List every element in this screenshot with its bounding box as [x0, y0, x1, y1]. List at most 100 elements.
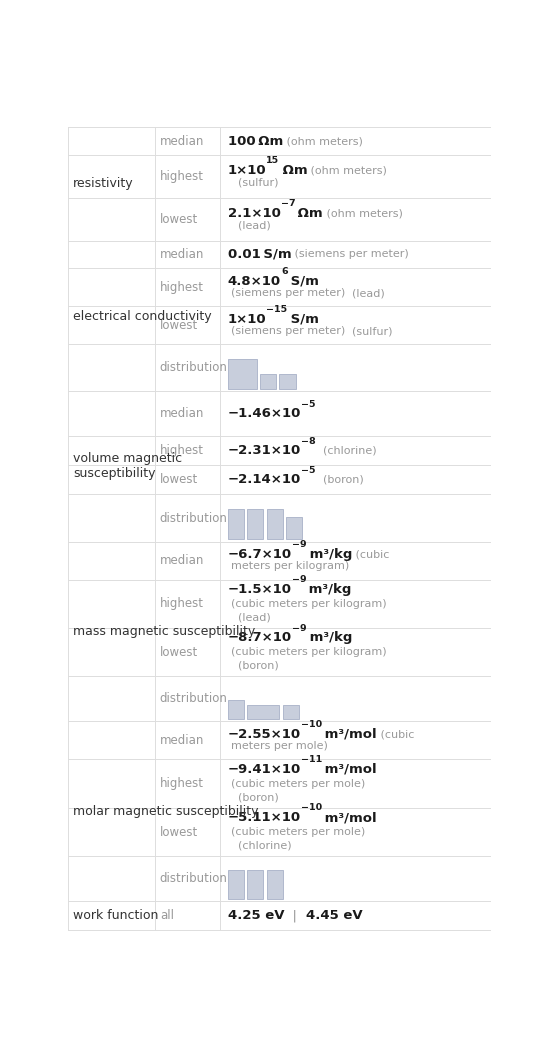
Text: meters per mole): meters per mole) [231, 741, 328, 752]
Text: −2.31×10: −2.31×10 [228, 444, 301, 458]
Text: median: median [160, 248, 204, 261]
Text: −5.11×10: −5.11×10 [228, 811, 301, 824]
Text: median: median [160, 134, 204, 148]
Bar [286, 517, 302, 539]
Bar [247, 870, 263, 898]
Text: m³/kg: m³/kg [306, 549, 352, 561]
Text: −9.41×10: −9.41×10 [228, 762, 301, 776]
Text: resistivity: resistivity [73, 177, 134, 191]
Text: (lead): (lead) [231, 220, 271, 230]
Text: 4.45 eV: 4.45 eV [306, 909, 362, 922]
Text: 6: 6 [281, 267, 288, 276]
Text: −1.46×10: −1.46×10 [228, 407, 301, 421]
Text: m³/mol: m³/mol [322, 728, 377, 741]
Text: molar magnetic susceptibility: molar magnetic susceptibility [73, 805, 259, 818]
Text: Ωm: Ωm [295, 206, 323, 220]
Text: median: median [160, 554, 204, 567]
Bar [267, 870, 283, 898]
Bar [228, 870, 244, 898]
Text: (ohm meters): (ohm meters) [323, 208, 403, 218]
Text: −10: −10 [301, 720, 322, 730]
Bar [283, 706, 299, 718]
Text: highest: highest [160, 444, 204, 458]
Text: meters per kilogram): meters per kilogram) [231, 561, 349, 572]
Text: median: median [160, 734, 204, 747]
Text: m³/kg: m³/kg [306, 631, 352, 644]
Text: 0.01 S/m: 0.01 S/m [228, 248, 292, 261]
Bar [247, 509, 263, 539]
Text: (ohm meters): (ohm meters) [307, 165, 387, 175]
Text: −9: −9 [292, 624, 306, 632]
Text: (lead): (lead) [231, 612, 271, 622]
Text: −9: −9 [292, 575, 306, 584]
Text: 4.8×10: 4.8×10 [228, 275, 281, 288]
Bar [247, 706, 280, 718]
Text: −8.7×10: −8.7×10 [228, 631, 292, 644]
Text: 2.1×10: 2.1×10 [228, 206, 281, 220]
Bar [280, 374, 295, 388]
Text: −2.14×10: −2.14×10 [228, 473, 301, 487]
Text: (boron): (boron) [231, 793, 279, 802]
Text: S/m: S/m [288, 313, 318, 326]
Bar [228, 358, 257, 388]
Text: (chlorine): (chlorine) [316, 446, 377, 455]
Text: (chlorine): (chlorine) [231, 841, 292, 850]
Text: lowest: lowest [160, 319, 198, 332]
Text: m³/mol: m³/mol [322, 762, 377, 776]
Text: distribution: distribution [160, 872, 228, 886]
Text: volume magnetic
susceptibility: volume magnetic susceptibility [73, 452, 183, 481]
Text: −10: −10 [301, 803, 322, 812]
Text: −9: −9 [292, 540, 306, 550]
Text: |: | [284, 909, 306, 922]
Text: (boron): (boron) [316, 475, 364, 485]
Text: (cubic: (cubic [352, 550, 389, 560]
Text: all: all [160, 909, 174, 922]
Bar [228, 699, 244, 718]
Text: highest: highest [160, 170, 204, 183]
Text: lowest: lowest [160, 213, 198, 226]
Text: −7: −7 [281, 199, 295, 208]
Text: (boron): (boron) [231, 661, 279, 671]
Text: 100 Ωm: 100 Ωm [228, 134, 283, 148]
Text: m³/mol: m³/mol [322, 811, 377, 824]
Text: highest: highest [160, 597, 204, 610]
Text: Ωm: Ωm [280, 164, 307, 177]
Text: −1.5×10: −1.5×10 [228, 583, 292, 596]
Text: (cubic meters per kilogram): (cubic meters per kilogram) [231, 647, 387, 658]
Text: distribution: distribution [160, 512, 228, 525]
Text: −5: −5 [301, 466, 316, 474]
Bar [228, 509, 244, 539]
Text: −15: −15 [267, 306, 288, 314]
Text: (cubic: (cubic [377, 730, 414, 739]
Text: −2.55×10: −2.55×10 [228, 728, 301, 741]
Text: −8: −8 [301, 437, 316, 446]
Text: m³/kg: m³/kg [306, 583, 352, 596]
Text: −6.7×10: −6.7×10 [228, 549, 292, 561]
Text: (sulfur): (sulfur) [346, 327, 393, 336]
Text: (siemens per meter): (siemens per meter) [231, 327, 346, 336]
Text: (siemens per meter): (siemens per meter) [292, 249, 409, 260]
Text: 15: 15 [267, 156, 280, 165]
Text: lowest: lowest [160, 473, 198, 487]
Text: (cubic meters per mole): (cubic meters per mole) [231, 827, 365, 837]
Text: (ohm meters): (ohm meters) [283, 136, 363, 146]
Text: highest: highest [160, 281, 204, 294]
Text: lowest: lowest [160, 646, 198, 659]
Text: −11: −11 [301, 755, 322, 764]
Text: mass magnetic susceptibility: mass magnetic susceptibility [73, 625, 256, 638]
Text: −5: −5 [301, 400, 316, 408]
Text: 1×10: 1×10 [228, 164, 267, 177]
Text: electrical conductivity: electrical conductivity [73, 310, 212, 322]
Text: (lead): (lead) [346, 288, 385, 298]
Text: (cubic meters per mole): (cubic meters per mole) [231, 779, 365, 788]
Text: 4.25 eV: 4.25 eV [228, 909, 284, 922]
Bar [260, 374, 276, 388]
Text: (siemens per meter): (siemens per meter) [231, 288, 346, 298]
Text: distribution: distribution [160, 361, 228, 375]
Text: 1×10: 1×10 [228, 313, 267, 326]
Text: median: median [160, 407, 204, 421]
Text: lowest: lowest [160, 826, 198, 839]
Text: distribution: distribution [160, 692, 228, 706]
Text: S/m: S/m [288, 275, 318, 288]
Text: (sulfur): (sulfur) [231, 177, 278, 187]
